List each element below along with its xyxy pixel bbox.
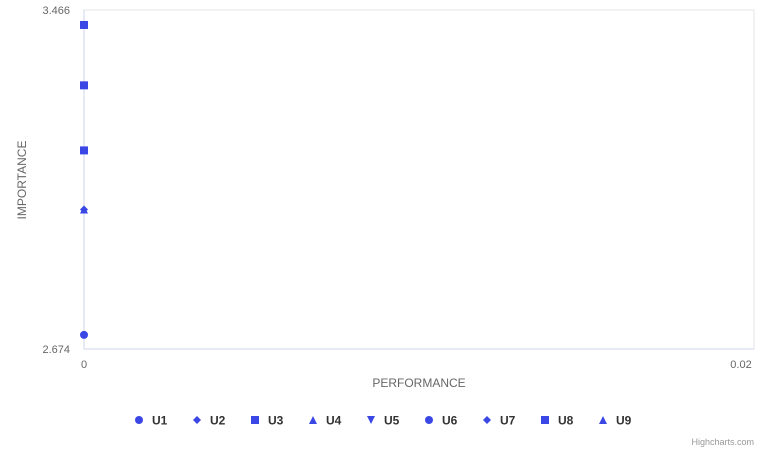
legend-label: U2 [210,414,226,428]
x-tick-label-min: 0 [81,359,87,371]
legend-item-u3[interactable]: U3 [251,414,284,428]
legend-label: U8 [558,414,574,428]
y-axis-title: IMPORTANCE [15,141,29,220]
legend-label: U3 [268,414,284,428]
data-point-u8-1[interactable] [80,81,88,90]
legend-item-u9[interactable]: U9 [599,414,632,428]
legend-label: U7 [500,414,516,428]
legend-label: U6 [442,414,458,428]
legend-symbol-diamond-icon [483,416,491,424]
legend-item-u4[interactable]: U4 [309,414,342,428]
data-markers [80,20,88,339]
legend-item-u6[interactable]: U6 [425,414,458,428]
y-tick-label-min: 2.674 [42,344,70,356]
credits-link[interactable]: Highcharts.com [691,437,754,447]
legend-item-u1[interactable]: U1 [135,414,168,428]
x-axis-title: PERFORMANCE [372,376,465,390]
legend-label: U9 [616,414,632,428]
legend-symbol-triangle-icon [309,416,317,424]
y-tick-label-max: 3.466 [42,5,70,17]
legend-symbol-diamond-icon [193,416,201,424]
x-tick-label-max: 0.02 [730,359,751,371]
legend-label: U4 [326,414,342,428]
legend-symbol-triangle-down-icon [367,416,375,424]
legend-label: U1 [152,414,168,428]
legend-symbol-square-icon [541,416,549,424]
data-point-u8-2[interactable] [80,146,88,155]
data-point-u4-1[interactable] [80,205,88,214]
legend-symbol-circle-icon [135,416,143,424]
legend: U1 U2 U3 U4 U5 U6 U7 U8 U9 [135,414,632,428]
legend-symbol-triangle-icon [599,416,607,424]
data-point-u1-1[interactable] [80,330,88,339]
legend-item-u2[interactable]: U2 [193,414,226,428]
data-point-u3-1[interactable] [80,20,88,29]
legend-symbol-circle-icon [425,416,433,424]
legend-symbol-square-icon [251,416,259,424]
legend-item-u7[interactable]: U7 [483,414,516,428]
legend-item-u5[interactable]: U5 [367,414,400,428]
legend-label: U5 [384,414,400,428]
plot-area [83,9,755,350]
legend-item-u8[interactable]: U8 [541,414,574,428]
